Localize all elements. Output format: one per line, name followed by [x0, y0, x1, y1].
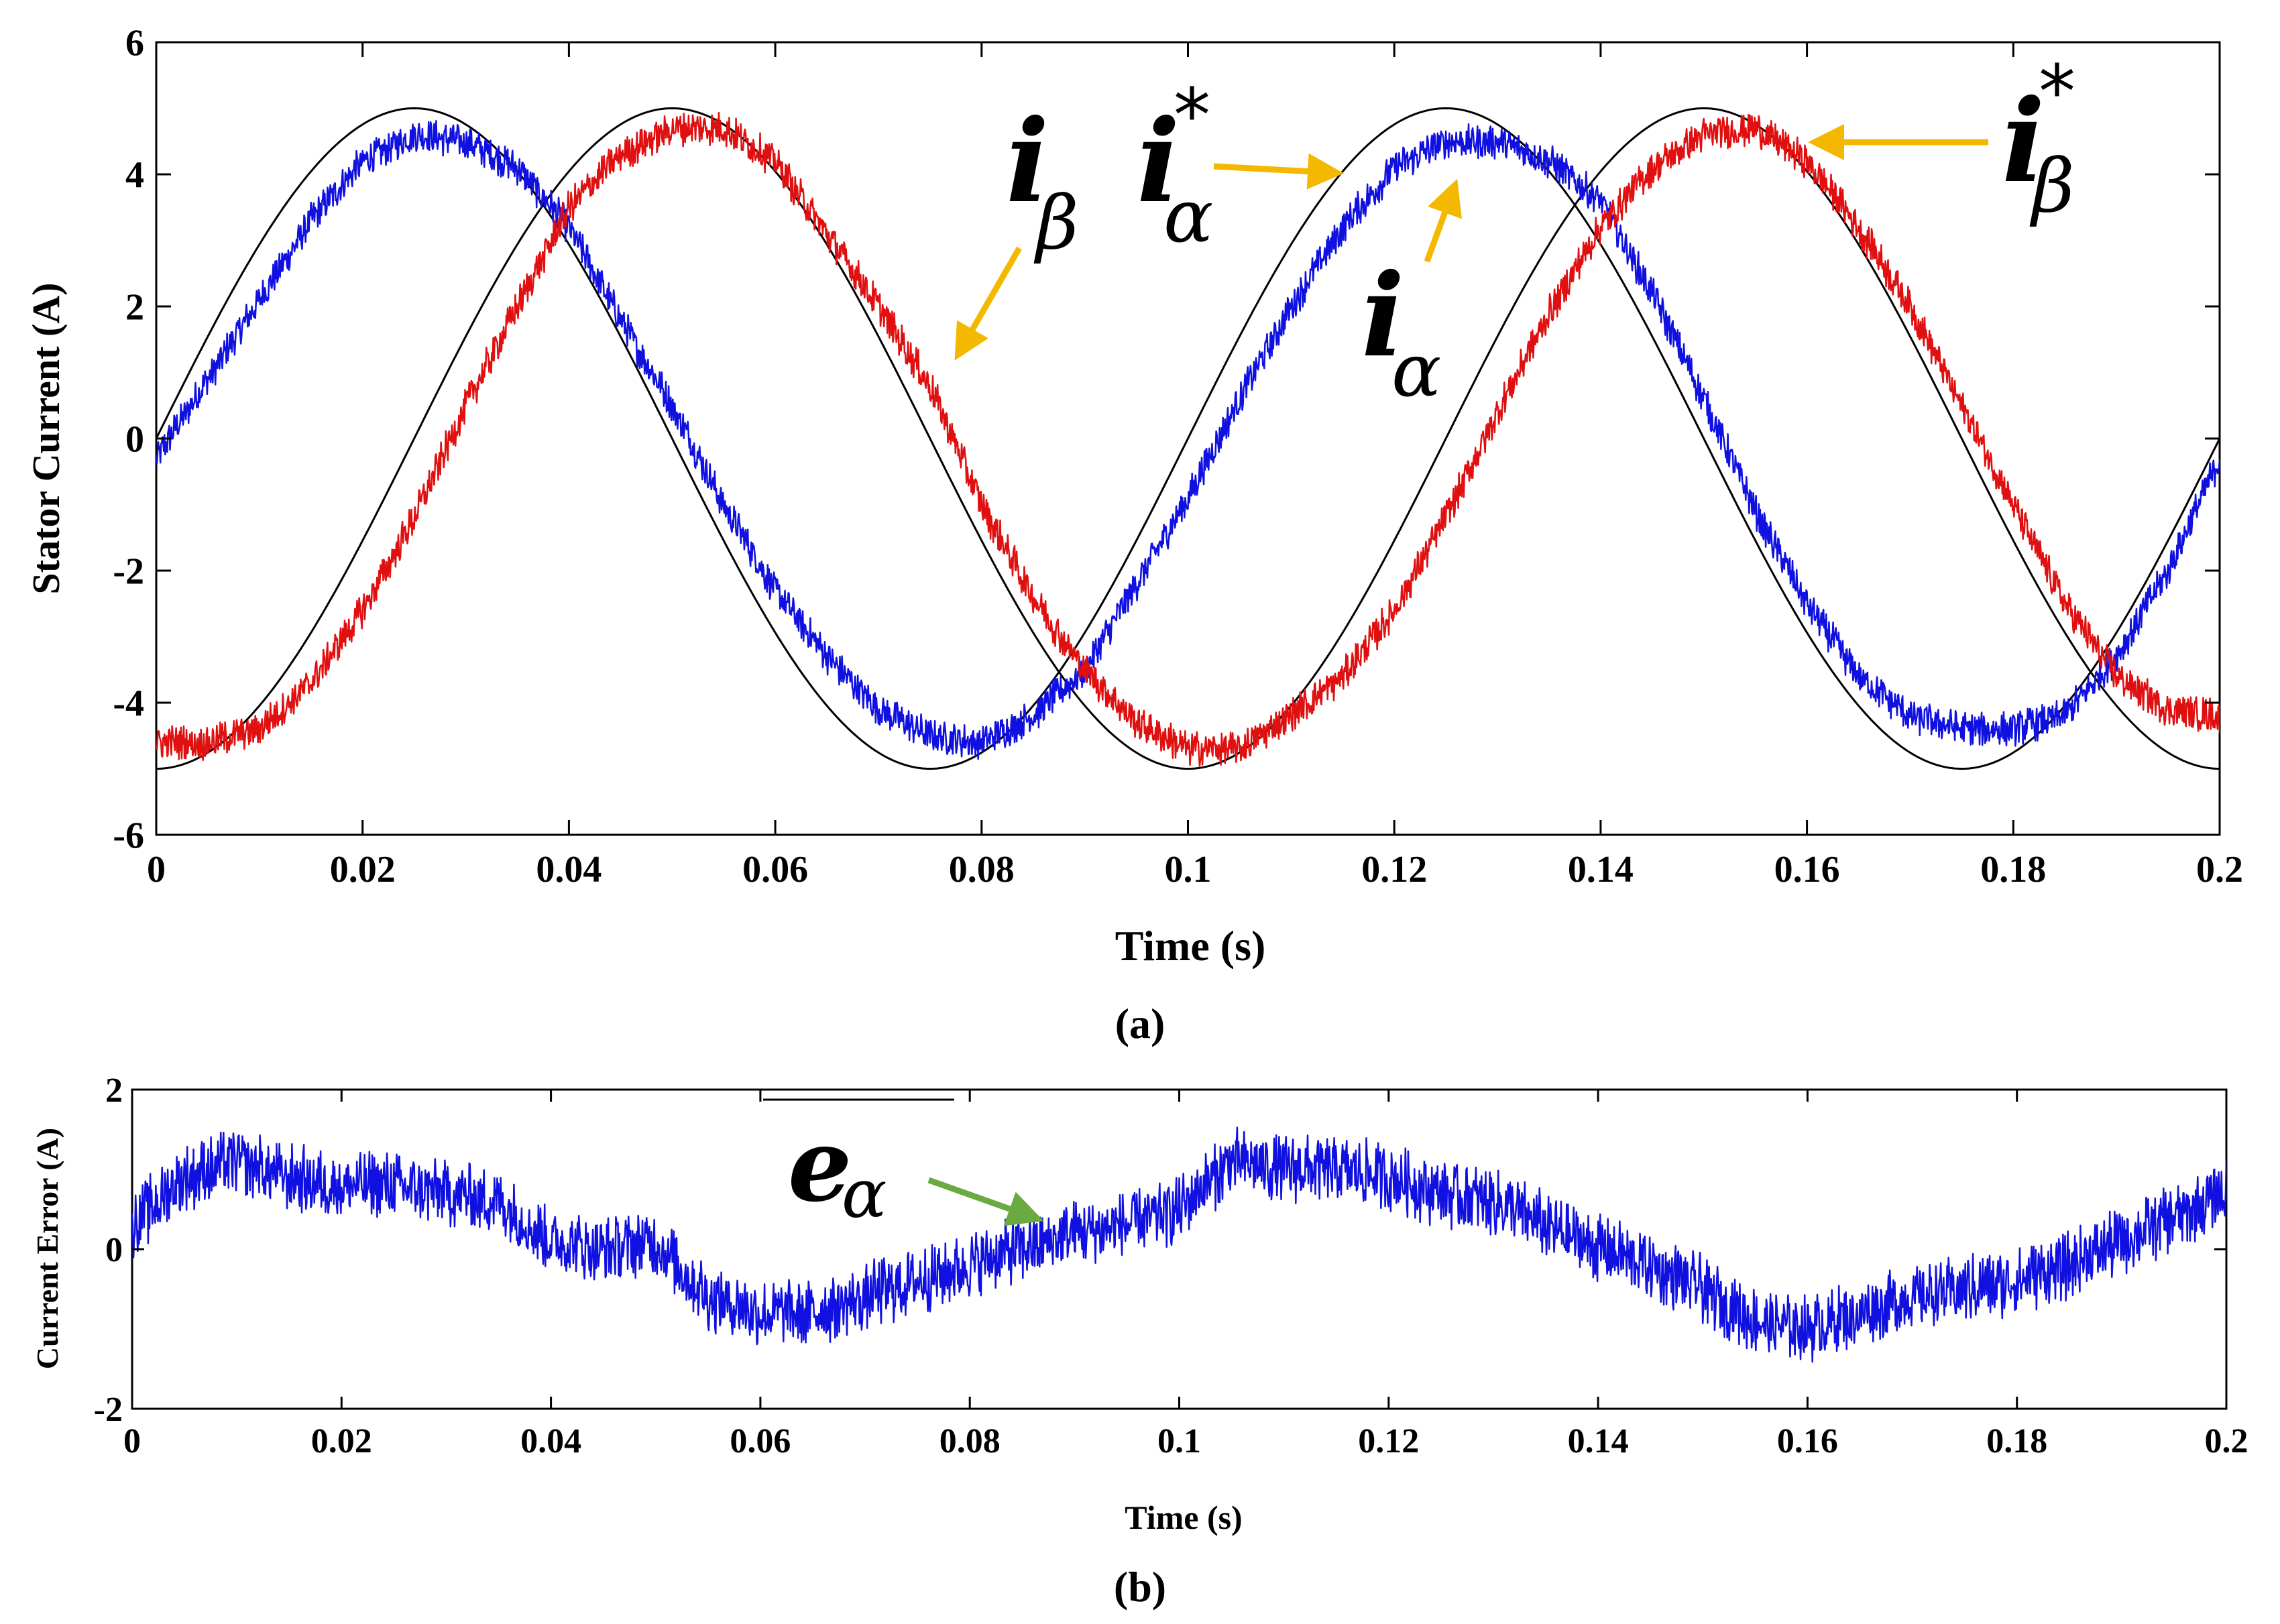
y-tick-label: -2 [94, 1391, 123, 1429]
x-tick-label: 0.04 [536, 849, 602, 890]
chart-a: 6 4 2 0 -2 -4 -6 0 0.02 0.04 0.06 0.08 0.1 0.12 0.14 0… [24, 23, 2243, 1047]
x-axis-label-a: Time (s) [1115, 922, 1266, 970]
annotation-e-alpha-symbol: e [788, 1106, 852, 1224]
annotation-e-alpha-sub: α [842, 1155, 887, 1233]
chart-b: 20-2 0 0.02 0.04 0.06 0.08 0.1 0.12 0.14 0.16 0.1… [30, 1071, 2248, 1611]
annotation-i-beta-ref-sub: β [2029, 143, 2075, 229]
x-tick-label: 0.06 [730, 1422, 791, 1460]
x-tick-label: 0 [147, 849, 166, 890]
x-tick-label: 0.08 [939, 1422, 1001, 1460]
annotation-i-alpha-symbol: i [1361, 249, 1405, 383]
panel-label-b: (b) [1114, 1563, 1166, 1611]
annotation-i-beta-symbol: i [1006, 95, 1049, 229]
series-e-alpha [132, 1126, 2226, 1363]
x-tick-label: 0.02 [330, 849, 396, 890]
annotation-i-alpha-ref-sub: α [1163, 173, 1213, 259]
y-tick-label: 2 [125, 287, 144, 329]
y-tick-label: 0 [105, 1231, 123, 1269]
y-tick-label: 2 [105, 1071, 123, 1110]
x-tick-label: 0.16 [1774, 849, 1840, 890]
x-tick-label: 0.16 [1777, 1422, 1838, 1460]
x-tick-label: 0.06 [742, 849, 808, 890]
annotation-i-alpha: i α [1361, 178, 1462, 413]
annotation-i-beta: i β [954, 95, 1079, 361]
annotation-i-beta-ref-symbol: i [2002, 74, 2045, 209]
x-tick-label: 0.12 [1358, 1422, 1419, 1460]
y-tick-label: -4 [113, 683, 144, 725]
x-tick-label: 0.2 [2205, 1422, 2248, 1460]
x-tick-label: 0.1 [1165, 849, 1212, 890]
series-i-beta-ref [156, 107, 2220, 770]
x-tick-label: 0.18 [1986, 1422, 2047, 1460]
y-tick-label: -6 [113, 815, 144, 857]
x-tick-label: 0.14 [1568, 849, 1634, 890]
y-axis-label-b: Current Error (A) [30, 1128, 64, 1369]
x-tick-label: 0.2 [2196, 849, 2243, 890]
series-i-alpha-ref [156, 107, 2220, 770]
y-tick-label: -2 [113, 551, 144, 593]
annotation-i-alpha-arrow [1424, 178, 1462, 263]
annotation-i-beta-ref: i * β [1808, 49, 2075, 229]
y-tick-label: 6 [125, 23, 144, 64]
annotation-i-alpha-ref: i * α [1137, 72, 1344, 259]
x-tick-label: 0.12 [1361, 849, 1427, 890]
x-tick-label: 0.14 [1568, 1422, 1629, 1460]
x-axis-label-b: Time (s) [1125, 1499, 1242, 1536]
y-tick-label: 4 [125, 155, 144, 196]
annotation-i-beta-sub: β [1033, 180, 1079, 266]
annotation-e-alpha: e α [788, 1106, 1044, 1233]
annotation-i-alpha-ref-arrow [1213, 153, 1344, 190]
x-tick-label: 0 [123, 1422, 141, 1460]
annotation-i-alpha-ref-star: * [1174, 72, 1210, 158]
x-tick-label: 0.02 [311, 1422, 372, 1460]
series-i-alpha [156, 119, 2220, 760]
annotation-i-alpha-sub: α [1391, 327, 1441, 413]
panel-label-a: (a) [1115, 1000, 1165, 1047]
plot-area-b [131, 1088, 2228, 1410]
annotation-i-beta-arrow [954, 246, 1022, 361]
x-tick-label: 0.18 [1980, 849, 2046, 890]
annotation-e-alpha-arrow [927, 1177, 1044, 1226]
series-i-beta [156, 111, 2220, 767]
y-tick-label: 0 [125, 419, 144, 461]
x-tick-label: 0.04 [520, 1422, 581, 1460]
annotation-i-alpha-ref-symbol: i [1137, 95, 1180, 229]
annotation-i-beta-ref-star: * [2039, 49, 2075, 135]
x-tick-label: 0.08 [949, 849, 1015, 890]
y-axis-label-a: Stator Current (A) [24, 283, 68, 595]
x-tick-label: 0.1 [1157, 1422, 1201, 1460]
